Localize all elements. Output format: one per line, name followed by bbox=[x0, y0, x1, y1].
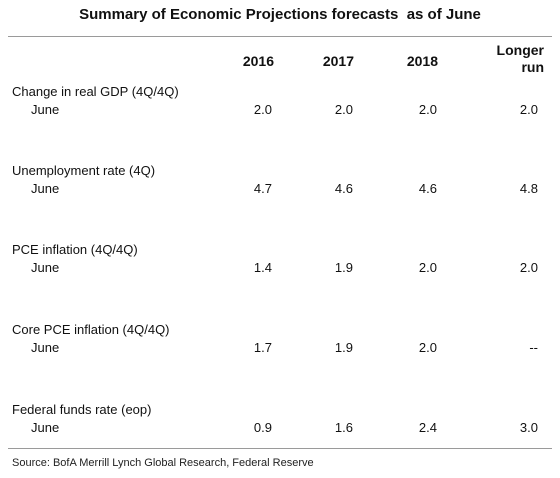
column-header-text: run bbox=[521, 59, 544, 75]
column-header-2: 2018 bbox=[390, 53, 438, 69]
row-sublabel: June bbox=[31, 420, 60, 435]
row-sublabel: June bbox=[31, 102, 60, 117]
table-title: Summary of Economic Projections forecast… bbox=[79, 6, 481, 23]
column-header-text: Longer bbox=[496, 42, 544, 58]
top-divider bbox=[8, 36, 552, 37]
table-cell: 2.0 bbox=[418, 260, 437, 275]
table-cell: 1.6 bbox=[334, 420, 353, 435]
table-cell: 1.9 bbox=[334, 340, 353, 355]
table-cell: -- bbox=[529, 340, 538, 355]
table-row: Unemployment rate (4Q) June 4.7 4.6 4.6 4.8 bbox=[0, 163, 560, 211]
table-cell: 1.9 bbox=[334, 260, 353, 275]
table-row: Change in real GDP (4Q/4Q) June 2.0 2.0 2.0 2… bbox=[0, 84, 560, 132]
row-label: Change in real GDP (4Q/4Q) bbox=[12, 84, 179, 99]
table-cell: 1.7 bbox=[253, 340, 272, 355]
table-cell: 0.9 bbox=[253, 420, 272, 435]
row-label: Federal funds rate (eop) bbox=[12, 402, 152, 417]
column-header-text: 2016 bbox=[242, 53, 274, 69]
table-row: PCE inflation (4Q/4Q) June 1.4 1.9 2.0 2.0 bbox=[0, 242, 560, 290]
row-sublabel: June bbox=[31, 340, 60, 355]
source-note: Source: BofA Merrill Lynch Global Resear… bbox=[12, 457, 314, 469]
row-label: Core PCE inflation (4Q/4Q) bbox=[12, 322, 170, 337]
table-cell: 1.4 bbox=[253, 260, 272, 275]
table-cell: 2.0 bbox=[418, 102, 437, 117]
table-row: Core PCE inflation (4Q/4Q) June 1.7 1.9 2.0 -… bbox=[0, 322, 560, 370]
table-cell: 4.8 bbox=[519, 181, 538, 196]
column-header-1: 2017 bbox=[306, 53, 354, 69]
table-row: Federal funds rate (eop) June 0.9 1.6 2.4 3.0 bbox=[0, 402, 560, 450]
column-header-0: 2016 bbox=[226, 53, 274, 69]
row-label: PCE inflation (4Q/4Q) bbox=[12, 242, 138, 257]
column-header-3: Longer run bbox=[470, 42, 544, 76]
table-cell: 2.4 bbox=[418, 420, 437, 435]
table-cell: 4.6 bbox=[334, 181, 353, 196]
table-cell: 2.0 bbox=[418, 340, 437, 355]
table-cell: 3.0 bbox=[519, 420, 538, 435]
table-cell: 2.0 bbox=[253, 102, 272, 117]
table-cell: 4.7 bbox=[253, 181, 272, 196]
table-cell: 2.0 bbox=[519, 260, 538, 275]
row-sublabel: June bbox=[31, 181, 60, 196]
bottom-divider bbox=[8, 448, 552, 449]
row-sublabel: June bbox=[31, 260, 60, 275]
row-label: Unemployment rate (4Q) bbox=[12, 163, 156, 178]
table-cell: 2.0 bbox=[519, 102, 538, 117]
table-cell: 2.0 bbox=[334, 102, 353, 117]
column-header-text: 2017 bbox=[322, 53, 354, 69]
table-cell: 4.6 bbox=[418, 181, 437, 196]
column-header-text: 2018 bbox=[406, 53, 438, 69]
